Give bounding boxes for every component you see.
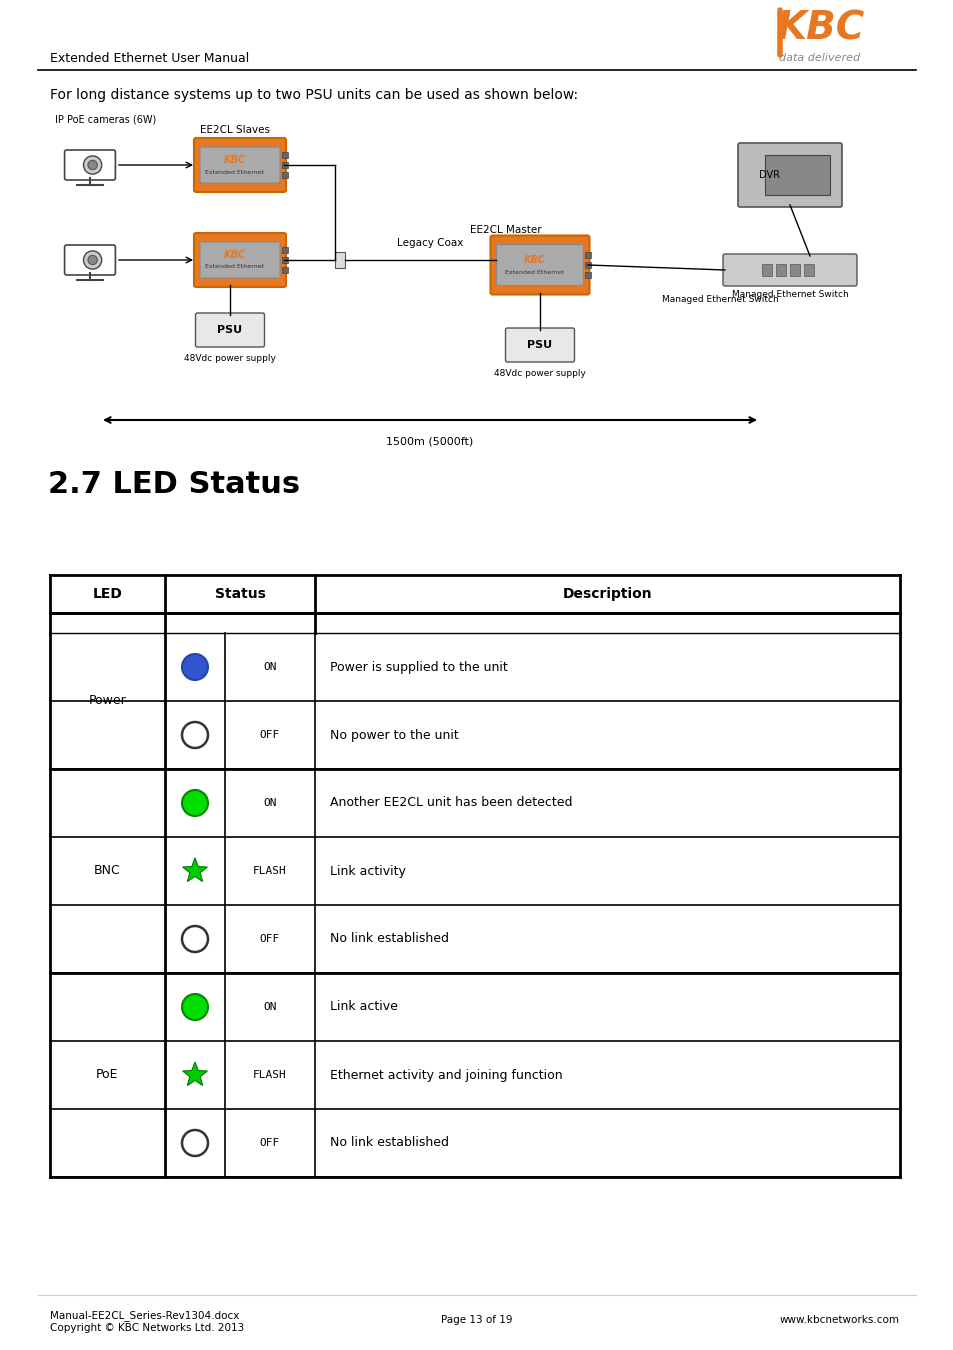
Text: Link active: Link active [330, 1000, 397, 1014]
Text: 2.7 LED Status: 2.7 LED Status [48, 470, 300, 500]
Text: Extended Ethernet: Extended Ethernet [505, 270, 564, 274]
Text: OFF: OFF [259, 1138, 280, 1148]
FancyBboxPatch shape [65, 150, 115, 180]
Bar [282, 153, 288, 158]
Text: Ethernet activity and joining function: Ethernet activity and joining function [330, 1068, 562, 1081]
Text: FLASH: FLASH [253, 1071, 287, 1080]
Text: KBC: KBC [523, 255, 545, 265]
Text: ON: ON [263, 798, 276, 809]
Circle shape [182, 653, 208, 680]
Text: Another EE2CL unit has been detected: Another EE2CL unit has been detected [330, 796, 572, 810]
Text: Manual-EE2CL_Series-Rev1304.docx: Manual-EE2CL_Series-Rev1304.docx [50, 1310, 239, 1320]
Bar [775, 265, 785, 275]
Bar [803, 265, 813, 275]
FancyBboxPatch shape [65, 244, 115, 275]
Text: BNC: BNC [94, 864, 121, 878]
Text: DVR: DVR [759, 170, 780, 180]
FancyBboxPatch shape [505, 328, 574, 362]
Text: Description: Description [562, 587, 652, 601]
Bar [282, 267, 288, 273]
Bar [585, 271, 591, 278]
Text: KBC: KBC [224, 250, 246, 261]
Text: Copyright © KBC Networks Ltd. 2013: Copyright © KBC Networks Ltd. 2013 [50, 1323, 244, 1332]
FancyBboxPatch shape [722, 254, 856, 286]
FancyBboxPatch shape [738, 143, 841, 207]
Text: IP PoE cameras (6W): IP PoE cameras (6W) [55, 115, 156, 126]
Text: OFF: OFF [259, 934, 280, 944]
Text: Managed Ethernet Switch: Managed Ethernet Switch [731, 290, 847, 298]
Text: Managed Ethernet Switch: Managed Ethernet Switch [661, 296, 778, 304]
Text: Link activity: Link activity [330, 864, 405, 878]
Text: Extended Ethernet User Manual: Extended Ethernet User Manual [50, 51, 249, 65]
Bar [761, 265, 771, 275]
Text: FLASH: FLASH [253, 865, 287, 876]
Text: 48Vdc power supply: 48Vdc power supply [494, 369, 585, 378]
Polygon shape [182, 1062, 207, 1085]
Bar [335, 252, 345, 269]
FancyBboxPatch shape [193, 138, 286, 192]
Text: EE2CL Slaves: EE2CL Slaves [200, 126, 270, 135]
Circle shape [88, 161, 97, 170]
Text: PoE: PoE [96, 1068, 118, 1081]
Text: For long distance systems up to two PSU units can be used as shown below:: For long distance systems up to two PSU … [50, 88, 578, 103]
FancyBboxPatch shape [200, 147, 280, 184]
Circle shape [182, 994, 208, 1021]
Text: EE2CL Master: EE2CL Master [470, 225, 541, 235]
Text: No link established: No link established [330, 1137, 449, 1149]
Text: www.kbcnetworks.com: www.kbcnetworks.com [780, 1315, 899, 1324]
FancyBboxPatch shape [195, 313, 264, 347]
Text: KBC: KBC [775, 9, 863, 47]
Text: PSU: PSU [527, 340, 552, 350]
FancyBboxPatch shape [490, 235, 589, 294]
Text: Extended Ethernet: Extended Ethernet [205, 265, 264, 270]
Bar [282, 162, 288, 167]
Text: Page 13 of 19: Page 13 of 19 [441, 1315, 512, 1324]
Text: Extended Ethernet: Extended Ethernet [205, 170, 264, 174]
FancyBboxPatch shape [200, 242, 280, 278]
Text: Status: Status [214, 587, 265, 601]
Text: data delivered: data delivered [779, 53, 860, 63]
Bar [764, 155, 829, 194]
FancyBboxPatch shape [496, 244, 583, 285]
Text: Power is supplied to the unit: Power is supplied to the unit [330, 660, 507, 674]
Text: No link established: No link established [330, 933, 449, 945]
Bar [282, 171, 288, 178]
Text: Legacy Coax: Legacy Coax [396, 238, 463, 248]
Bar [282, 256, 288, 263]
Text: ON: ON [263, 1002, 276, 1012]
Bar [585, 262, 591, 269]
Bar [282, 247, 288, 252]
Text: 1500m (5000ft): 1500m (5000ft) [386, 436, 473, 446]
Polygon shape [182, 859, 207, 882]
Text: OFF: OFF [259, 730, 280, 740]
Text: Power: Power [89, 694, 126, 707]
Text: LED: LED [92, 587, 122, 601]
Bar [585, 252, 591, 258]
Text: PSU: PSU [217, 325, 242, 335]
Text: No power to the unit: No power to the unit [330, 729, 458, 741]
Circle shape [88, 255, 97, 265]
Bar [789, 265, 800, 275]
Circle shape [84, 155, 102, 174]
Text: 48Vdc power supply: 48Vdc power supply [184, 354, 275, 363]
Circle shape [182, 790, 208, 815]
FancyBboxPatch shape [193, 234, 286, 288]
Circle shape [84, 251, 102, 269]
Text: KBC: KBC [224, 155, 246, 165]
Text: ON: ON [263, 662, 276, 672]
